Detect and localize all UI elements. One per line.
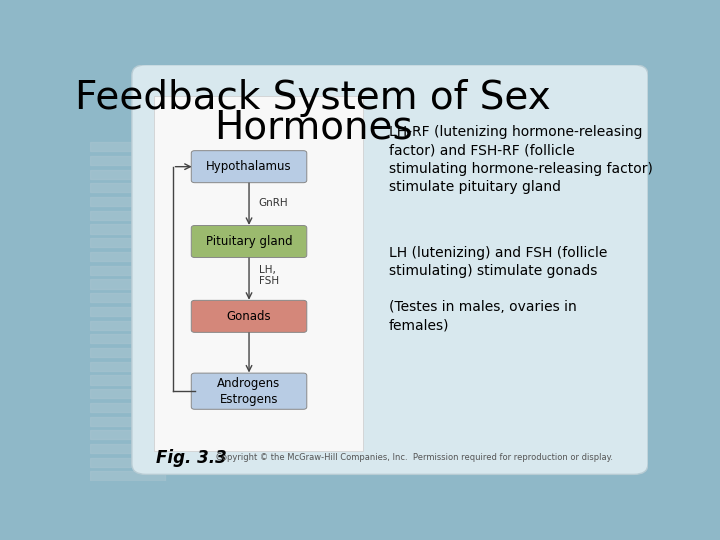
FancyBboxPatch shape bbox=[132, 65, 648, 474]
Bar bbox=[90, 321, 166, 329]
Text: Feedback System of Sex: Feedback System of Sex bbox=[76, 79, 551, 117]
Bar bbox=[90, 430, 166, 440]
Bar bbox=[90, 211, 166, 220]
Bar bbox=[90, 334, 166, 343]
Bar bbox=[90, 444, 166, 453]
Bar bbox=[90, 375, 166, 384]
FancyBboxPatch shape bbox=[192, 226, 307, 258]
Bar bbox=[90, 142, 166, 151]
Bar bbox=[90, 348, 166, 357]
Text: LH,
FSH: LH, FSH bbox=[258, 265, 279, 286]
Text: Hormones: Hormones bbox=[214, 109, 413, 146]
Bar bbox=[90, 170, 166, 179]
Text: Pituitary gland: Pituitary gland bbox=[206, 235, 292, 248]
Text: GnRH: GnRH bbox=[258, 198, 288, 208]
Bar bbox=[90, 279, 166, 288]
FancyBboxPatch shape bbox=[192, 151, 307, 183]
Text: Gonads: Gonads bbox=[227, 310, 271, 323]
FancyBboxPatch shape bbox=[192, 373, 307, 409]
Bar bbox=[90, 458, 166, 467]
Bar bbox=[90, 183, 166, 192]
Text: Hypothalamus: Hypothalamus bbox=[206, 160, 292, 173]
Bar bbox=[90, 416, 166, 426]
Text: (Testes in males, ovaries in
females): (Testes in males, ovaries in females) bbox=[389, 300, 576, 332]
Text: Copyright © the McGraw-Hill Companies, Inc.  Permission required for reproductio: Copyright © the McGraw-Hill Companies, I… bbox=[215, 453, 613, 462]
Bar bbox=[90, 471, 166, 481]
Bar bbox=[90, 293, 166, 302]
Bar bbox=[90, 362, 166, 371]
Text: LH (lutenizing) and FSH (follicle
stimulating) stimulate gonads: LH (lutenizing) and FSH (follicle stimul… bbox=[389, 246, 607, 278]
Bar bbox=[90, 389, 166, 399]
Bar bbox=[90, 266, 166, 275]
Text: Androgens
Estrogens: Androgens Estrogens bbox=[217, 377, 281, 406]
Bar bbox=[90, 156, 166, 165]
Bar bbox=[90, 252, 166, 261]
Bar bbox=[90, 225, 166, 234]
Bar bbox=[90, 197, 166, 206]
FancyBboxPatch shape bbox=[154, 96, 364, 451]
Text: Fig. 3.3: Fig. 3.3 bbox=[156, 449, 227, 467]
Bar bbox=[90, 403, 166, 412]
Bar bbox=[90, 238, 166, 247]
Text: LH-RF (lutenizing hormone-releasing
factor) and FSH-RF (follicle
stimulating hor: LH-RF (lutenizing hormone-releasing fact… bbox=[389, 125, 652, 194]
FancyBboxPatch shape bbox=[192, 300, 307, 332]
Bar bbox=[90, 307, 166, 316]
